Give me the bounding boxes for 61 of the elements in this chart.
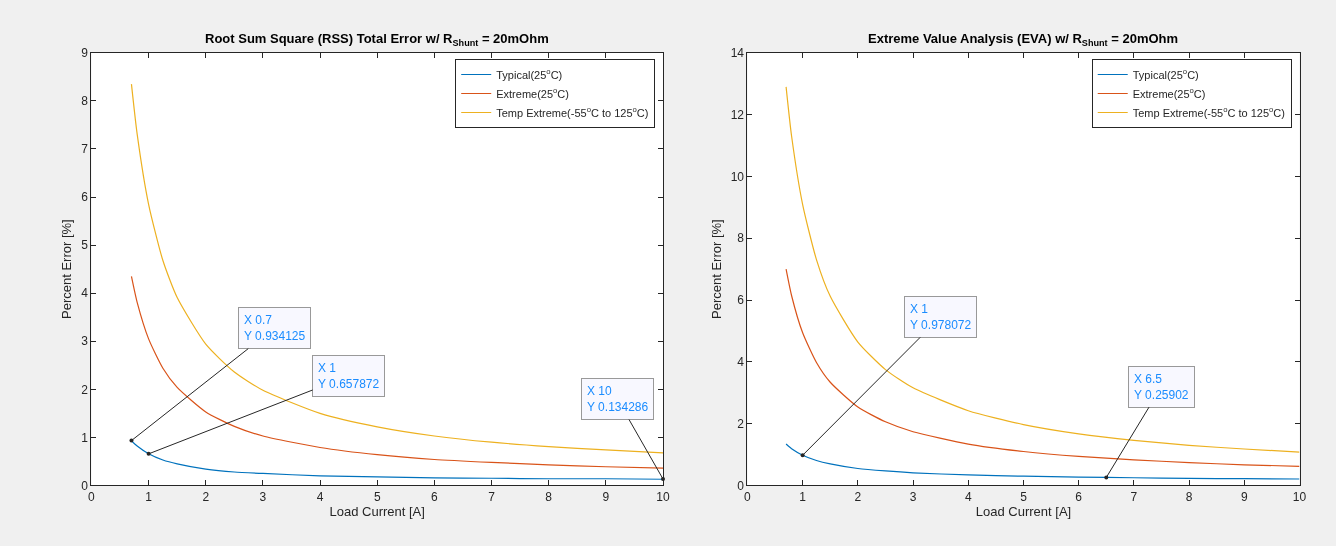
x-tick-label: 9 [1240, 489, 1248, 504]
x-tick-label: 5 [1020, 489, 1028, 504]
line-series [130, 83, 663, 454]
line-series [785, 443, 1300, 480]
y-tick-label: 6 [81, 190, 89, 205]
y-tick-label: 2 [737, 416, 745, 431]
y-tick-label: 14 [730, 46, 745, 61]
annotation: X 0.7 Y 0.934125 [244, 313, 306, 343]
y-tick-label: 4 [81, 286, 89, 301]
x-axis-title: Load Current [A] [329, 504, 425, 520]
x-tick-label: 7 [488, 489, 496, 504]
x-tick-label: 6 [431, 489, 439, 504]
y-tick-label: 3 [81, 334, 89, 349]
x-tick-label: 7 [1130, 489, 1138, 504]
y-tick-label: 6 [737, 293, 745, 308]
y-tick-label: 2 [81, 382, 89, 397]
legend-label: Extreme(25$^{o}$C) [1132, 86, 1206, 100]
line-series [785, 268, 1300, 467]
annotation: X 1 Y 0.978072 [910, 302, 972, 332]
annotation: X 6.5 Y 0.25902 [1134, 372, 1189, 402]
y-tick-label: 8 [737, 231, 745, 246]
x-tick-label: 3 [259, 489, 267, 504]
x-tick-label: 10 [1292, 489, 1307, 504]
x-tick-label: 1 [799, 489, 807, 504]
y-tick-label: 5 [81, 238, 89, 253]
line-series [130, 440, 663, 480]
x-tick-label: 10 [656, 489, 670, 504]
legend-label: Temp Extreme(-55$^{o}$C to 125$^{o}$C) [496, 105, 649, 119]
x-tick-label: 2 [202, 489, 210, 504]
y-tick-label: 1 [81, 430, 89, 445]
x-tick-label: 4 [964, 489, 972, 504]
line-series [130, 275, 663, 469]
x-tick-label: 8 [545, 489, 553, 504]
y-axis-title: Percent Error [%] [59, 219, 75, 320]
line-series [785, 86, 1300, 453]
legend-label: Temp Extreme(-55$^{o}$C to 125$^{o}$C) [1132, 105, 1285, 119]
legend-label: Typical(25$^{o}$C) [1132, 67, 1199, 81]
annotation: X 10 Y 0.134286 [587, 384, 649, 414]
y-tick-label: 10 [730, 169, 745, 184]
x-tick-label: 8 [1185, 489, 1193, 504]
x-tick-label: 4 [316, 489, 324, 504]
y-tick-label: 8 [81, 94, 89, 109]
chart-title: Root Sum Square (RSS) Total Error w/ R$_{Shunt}$ = 20mOhm [205, 31, 549, 48]
y-tick-label: 0 [81, 478, 89, 493]
x-tick-label: 6 [1075, 489, 1083, 504]
x-tick-label: 5 [373, 489, 381, 504]
x-tick-label: 1 [145, 489, 153, 504]
y-axis-title: Percent Error [%] [708, 219, 724, 320]
y-tick-label: 4 [737, 355, 745, 370]
legend-label: Typical(25$^{o}$C) [496, 67, 563, 81]
legend-label: Extreme(25$^{o}$C) [496, 86, 569, 100]
chart-title: Extreme Value Analysis (EVA) w/ R$_{Shunt}$ = 20mOhm [868, 31, 1179, 48]
y-tick-label: 12 [730, 107, 745, 122]
x-axis-title: Load Current [A] [975, 504, 1072, 520]
y-tick-label: 0 [737, 478, 745, 493]
x-tick-label: 2 [854, 489, 862, 504]
x-tick-label: 3 [909, 489, 917, 504]
y-tick-label: 9 [81, 46, 89, 61]
y-tick-label: 7 [81, 142, 89, 157]
x-tick-label: 9 [602, 489, 610, 504]
annotation: X 1 Y 0.657872 [318, 361, 380, 391]
